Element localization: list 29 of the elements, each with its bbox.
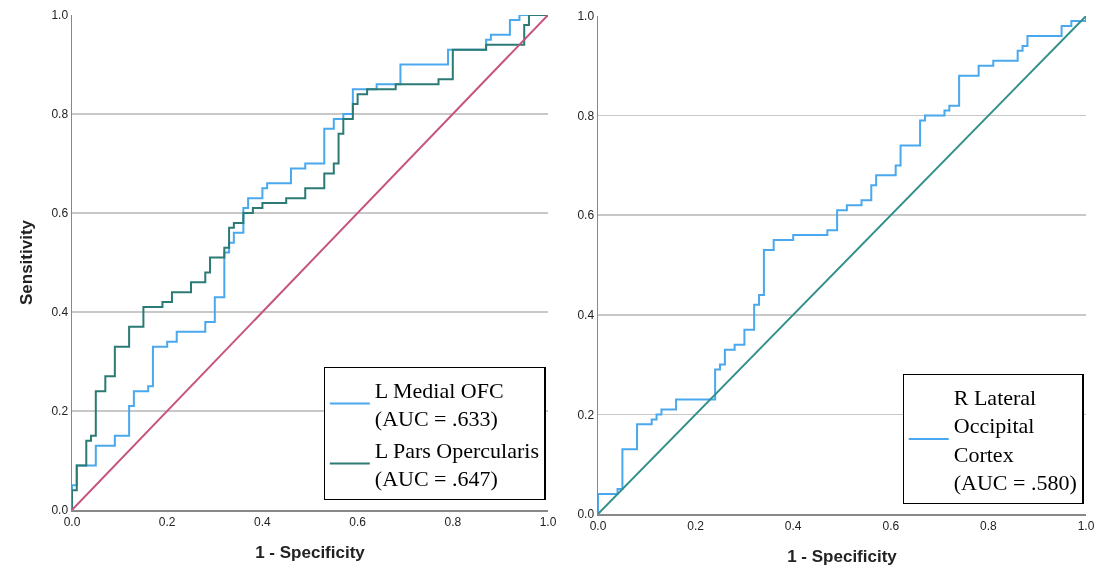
x-axis-title: 1 - Specificity: [255, 543, 366, 563]
y-tick-label: 0.2: [51, 404, 69, 419]
x-tick-label: 1.0: [539, 515, 557, 530]
x-tick-label: 0.4: [254, 515, 272, 530]
x-tick-label: 0.6: [882, 519, 900, 534]
y-tick-label: 0.2: [577, 407, 595, 422]
y-tick-label: 0.8: [577, 108, 595, 123]
y-tick-label: 0.8: [51, 107, 69, 122]
legend-label: R Lateral Occipital Cortex (AUC = .580): [953, 384, 1077, 496]
x-tick-label: 0.0: [589, 519, 607, 534]
y-tick-label: 0.0: [51, 503, 69, 518]
x-axis-title: 1 - Specificity: [787, 547, 898, 567]
x-tick-label: 0.2: [158, 515, 176, 530]
x-tick-label: 0.8: [444, 515, 462, 530]
y-tick-label: 1.0: [577, 9, 595, 24]
x-tick-label: 0.4: [784, 519, 802, 534]
y-axis-title: Sensitivity: [17, 219, 37, 306]
legend-label: L Pars Opercularis (AUC = .647): [374, 437, 539, 492]
y-tick-label: 0.4: [577, 308, 595, 322]
legend-label: L Medial OFC (AUC = .633): [374, 377, 504, 432]
x-tick-label: 0.0: [63, 515, 81, 530]
x-tick-label: 0.6: [349, 515, 367, 530]
y-tick-label: 0.6: [51, 206, 69, 221]
x-tick-label: 1.0: [1077, 519, 1095, 534]
y-tick-label: 0.4: [51, 305, 69, 320]
y-tick-label: 1.0: [51, 8, 69, 23]
x-tick-label: 0.2: [687, 519, 705, 534]
x-tick-label: 0.8: [980, 519, 998, 534]
y-tick-label: 0.6: [577, 208, 595, 223]
